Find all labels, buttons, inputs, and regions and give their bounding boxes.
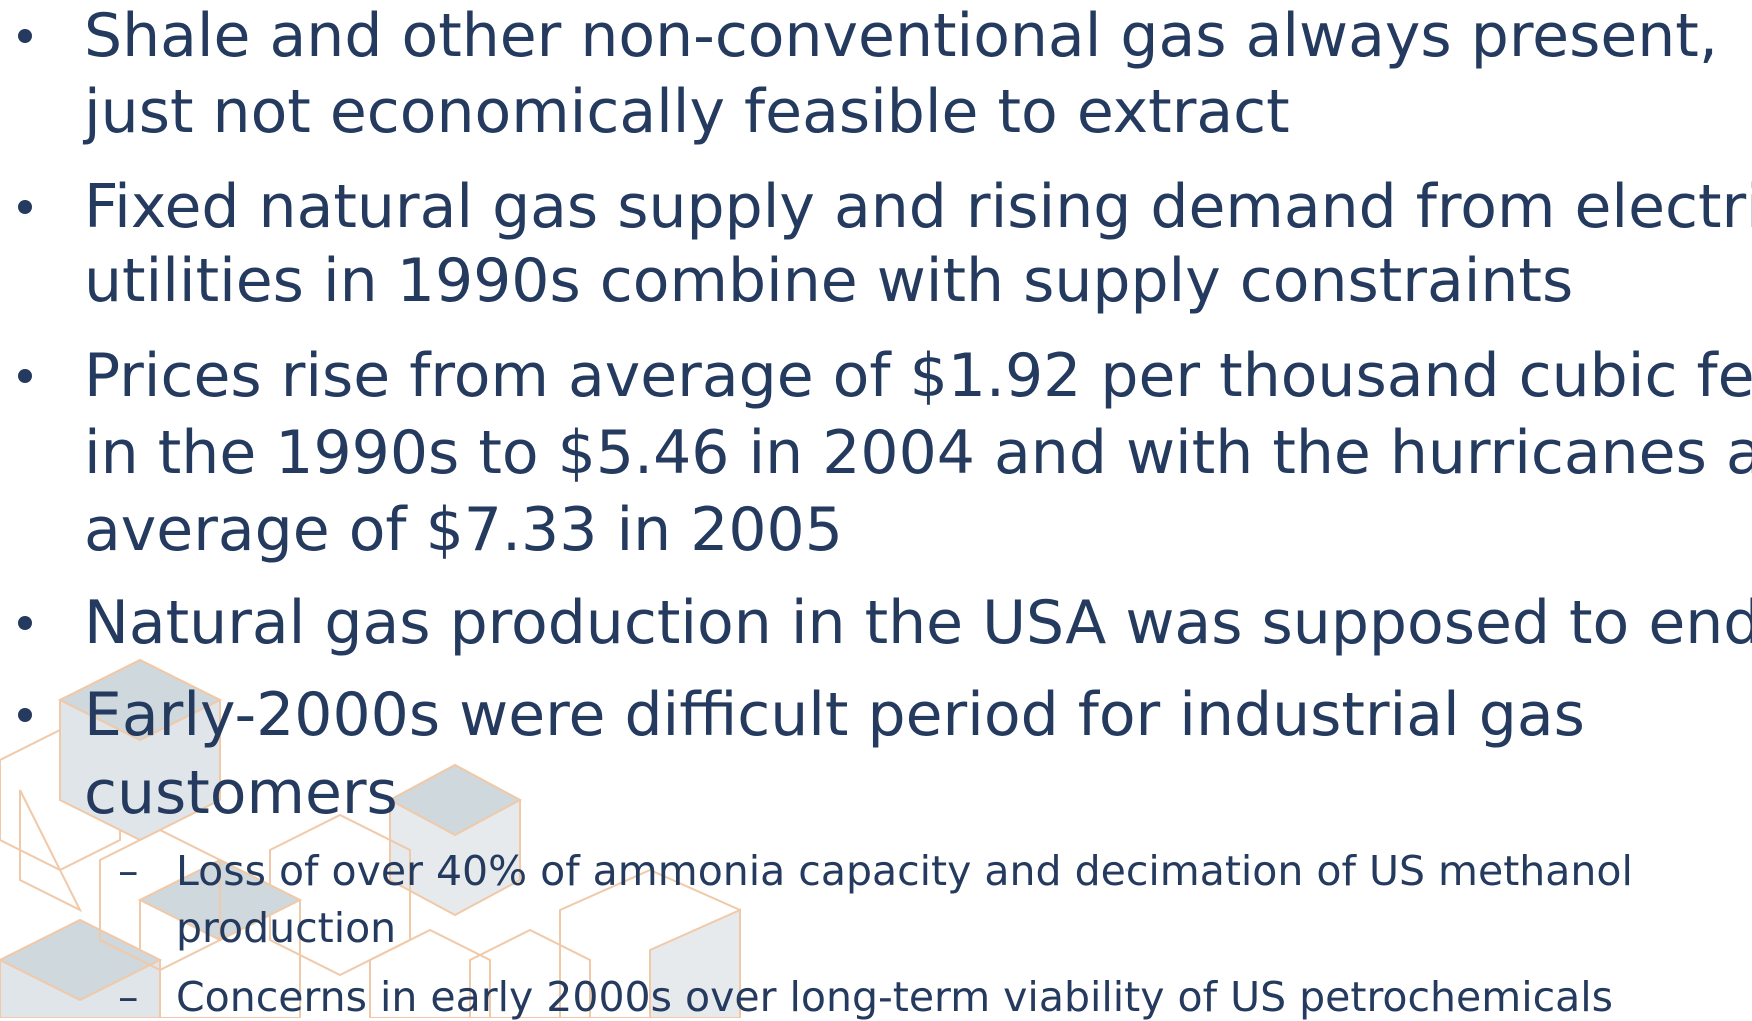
sub-bullet-dash: –	[118, 973, 139, 1021]
bullet-text: average of $7.33 in 2005	[84, 495, 843, 565]
bullet-text: Fixed natural gas supply and rising dema…	[84, 172, 1752, 242]
bullet-dot	[18, 708, 32, 722]
bullet-dot	[18, 369, 32, 383]
bullet-dot	[18, 200, 32, 214]
bullet-text: Natural gas production in the USA was su…	[84, 588, 1752, 658]
bullet-text: customers	[84, 758, 398, 828]
sub-bullet-text: Concerns in early 2000s over long-term v…	[176, 973, 1614, 1021]
sub-bullet-text: Loss of over 40% of ammonia capacity and…	[176, 847, 1633, 895]
bullet-dot	[18, 616, 32, 630]
bullet-dot	[18, 29, 32, 43]
sub-bullet-dash: –	[118, 847, 139, 895]
bullet-text: Shale and other non-conventional gas alw…	[84, 1, 1718, 71]
bullet-text: Early-2000s were difficult period for in…	[84, 680, 1585, 750]
bullet-text: Prices rise from average of $1.92 per th…	[84, 341, 1752, 411]
sub-bullet-text: production	[176, 904, 397, 952]
bullet-text: utilities in 1990s combine with supply c…	[84, 246, 1574, 316]
bullet-text: just not economically feasible to extrac…	[84, 77, 1290, 147]
bullet-text: in the 1990s to $5.46 in 2004 and with t…	[84, 418, 1752, 488]
